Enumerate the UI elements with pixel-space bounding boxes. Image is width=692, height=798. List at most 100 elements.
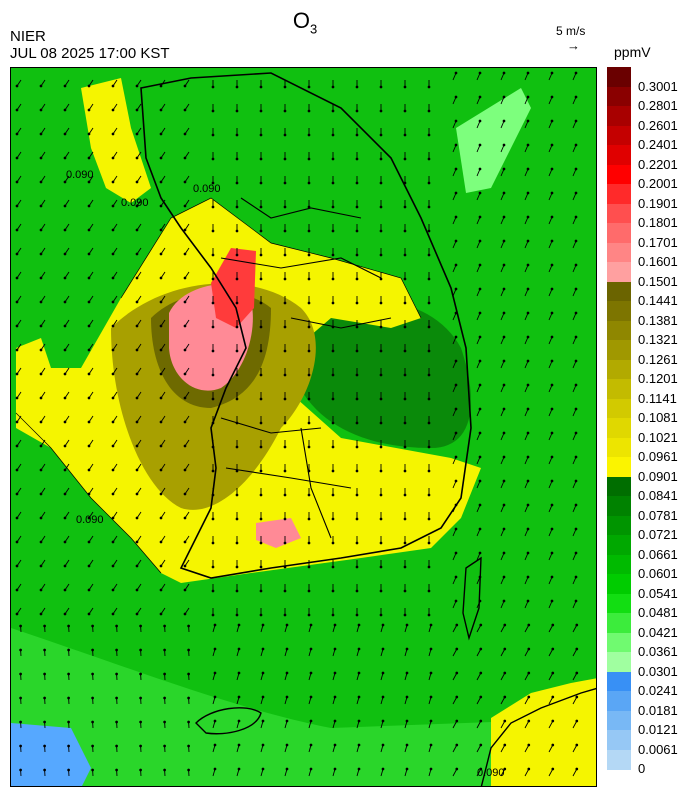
wind-vector-head bbox=[67, 672, 70, 676]
wind-vector-head bbox=[87, 540, 91, 544]
wind-vector-head bbox=[211, 589, 215, 593]
wind-vector-head bbox=[283, 421, 287, 425]
wind-vector-head bbox=[574, 311, 578, 315]
wind-vector-head bbox=[307, 469, 311, 473]
colorbar-tick-label: 0.0661 bbox=[638, 546, 678, 562]
colorbar bbox=[607, 67, 631, 770]
wind-vector-head bbox=[454, 287, 458, 291]
wind-vector-head bbox=[479, 671, 483, 675]
colorbar-segment bbox=[607, 223, 631, 243]
wind-vector-head bbox=[211, 325, 215, 329]
wind-vector-head bbox=[550, 263, 554, 267]
wind-vector-head bbox=[355, 565, 359, 569]
wind-vector-head bbox=[478, 551, 482, 555]
wind-vector-head bbox=[574, 455, 578, 459]
wind-vector-head bbox=[39, 204, 43, 208]
wind-vector-head bbox=[574, 191, 578, 195]
wind-vector-head bbox=[427, 133, 431, 137]
wind-vector-head bbox=[405, 743, 409, 747]
colorbar-tick-label: 0.1501 bbox=[638, 273, 678, 289]
wind-vector-head bbox=[307, 445, 311, 449]
wind-vector-head bbox=[135, 372, 139, 376]
wind-vector-head bbox=[91, 768, 94, 772]
wind-vector-head bbox=[15, 564, 19, 568]
wind-vector-head bbox=[235, 589, 239, 593]
wind-vector-head bbox=[379, 421, 383, 425]
wind-vector-head bbox=[39, 372, 43, 376]
wind-vector-head bbox=[526, 71, 530, 75]
wind-vector-field bbox=[15, 71, 579, 777]
wind-vector-head bbox=[357, 767, 361, 771]
wind-vector-head bbox=[183, 108, 187, 112]
wind-vector-head bbox=[139, 720, 142, 724]
colorbar-segment bbox=[607, 515, 631, 536]
wind-vector-head bbox=[159, 420, 163, 424]
wind-vector-head bbox=[403, 205, 407, 209]
colorbar-tick-label: 0.0121 bbox=[638, 722, 678, 737]
wind-vector-head bbox=[87, 252, 91, 256]
wind-vector-head bbox=[526, 527, 530, 531]
wind-vector-head bbox=[87, 420, 91, 424]
wind-vector-head bbox=[163, 696, 166, 700]
wind-vector-head bbox=[478, 527, 482, 531]
wind-vector-head bbox=[575, 647, 579, 651]
wind-vector-head bbox=[259, 565, 263, 569]
wind-vector-head bbox=[454, 167, 458, 171]
wind-vector-head bbox=[87, 396, 91, 400]
wind-vector-head bbox=[135, 396, 139, 400]
wind-vector-head bbox=[111, 468, 115, 472]
wind-vector-head bbox=[307, 613, 311, 617]
contour-lines bbox=[15, 197, 422, 574]
wind-vector-head bbox=[309, 719, 313, 723]
wind-vector-head bbox=[454, 215, 458, 219]
wind-vector-head bbox=[111, 372, 115, 376]
wind-vector-head bbox=[574, 119, 578, 123]
wind-vector-head bbox=[478, 119, 482, 123]
wind-vector-head bbox=[187, 696, 190, 700]
wind-vector-head bbox=[405, 767, 409, 771]
wind-vector-head bbox=[135, 468, 139, 472]
wind-vector-head bbox=[283, 541, 287, 545]
colorbar-tick-label: 0.0301 bbox=[638, 663, 678, 679]
wind-vector-head bbox=[379, 325, 383, 329]
wind-vector-head bbox=[551, 623, 555, 627]
wind-vector-head bbox=[331, 493, 335, 497]
wind-vector-head bbox=[550, 479, 554, 483]
wind-vector-head bbox=[39, 180, 43, 184]
wind-vector-head bbox=[259, 205, 263, 209]
wind-vector-head bbox=[63, 444, 67, 448]
wind-vector-head bbox=[403, 157, 407, 161]
wind-vector-head bbox=[307, 325, 311, 329]
wind-vector-head bbox=[159, 588, 163, 592]
wind-vector-head bbox=[235, 181, 239, 185]
wind-vector-head bbox=[67, 696, 70, 700]
wind-vector-head bbox=[478, 575, 482, 579]
wind-vector-head bbox=[309, 743, 313, 747]
wind-vector-head bbox=[331, 205, 335, 209]
wind-vector-head bbox=[455, 767, 459, 771]
wind-vector-head bbox=[235, 157, 239, 161]
wind-vector-head bbox=[427, 325, 431, 329]
wind-vector-head bbox=[63, 84, 67, 88]
wind-vector-head bbox=[574, 95, 578, 99]
wind-vector-head bbox=[183, 444, 187, 448]
wind-vector-head bbox=[19, 648, 22, 652]
wind-vector-head bbox=[333, 647, 337, 651]
wind-vector-head bbox=[502, 479, 506, 483]
colorbar-segment bbox=[607, 632, 631, 653]
wind-vector-head bbox=[355, 229, 359, 233]
wind-vector-head bbox=[211, 469, 215, 473]
wind-vector-head bbox=[550, 527, 554, 531]
wind-vector-head bbox=[526, 455, 530, 459]
wind-vector-head bbox=[159, 444, 163, 448]
wind-vector-head bbox=[478, 191, 482, 195]
wind-vector-head bbox=[111, 252, 115, 256]
wind-vector-head bbox=[331, 133, 335, 137]
wind-vector-head bbox=[159, 276, 163, 280]
contour-label: 0.090 bbox=[477, 767, 505, 779]
wind-vector-head bbox=[575, 719, 579, 723]
wind-vector-head bbox=[550, 383, 554, 387]
wind-vector-head bbox=[526, 239, 530, 243]
wind-vector-head bbox=[502, 335, 506, 339]
wind-vector-head bbox=[135, 84, 139, 88]
